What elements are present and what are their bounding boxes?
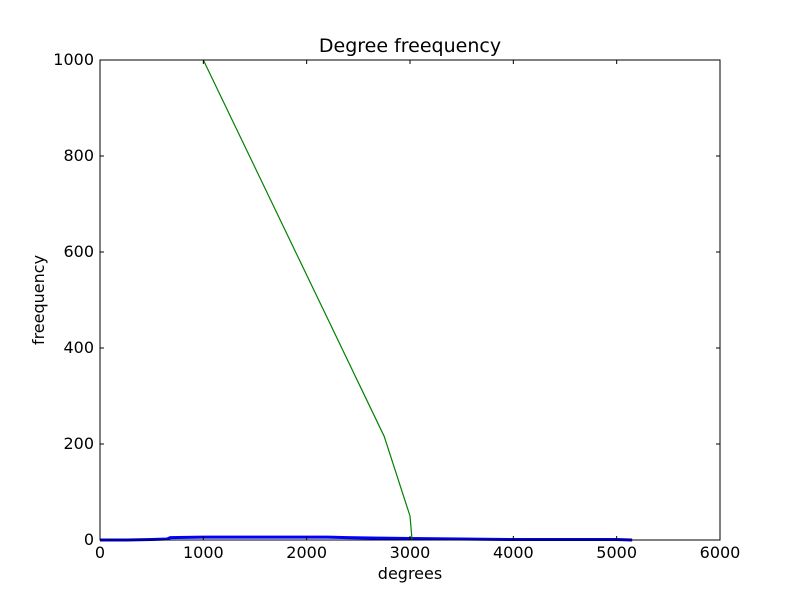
ticks-layer: 0 1000 2000 3000 4000 5000 6000 0 200 400 600 800 10…	[53, 50, 740, 562]
x-axis-label: degrees	[378, 564, 442, 583]
y-tick-label: 200	[63, 434, 94, 453]
x-tick-label: 4000	[493, 543, 534, 562]
series-line-1	[202, 59, 413, 541]
y-tick-label: 0	[84, 530, 94, 549]
x-tick-label: 2000	[286, 543, 327, 562]
chart-title: Degree freequency	[319, 35, 501, 57]
y-axis-label: freequency	[29, 255, 48, 345]
x-tick-label: 1000	[183, 543, 224, 562]
y-tick-label: 400	[63, 338, 94, 357]
y-tick-label: 600	[63, 242, 94, 261]
x-tick-label: 3000	[390, 543, 431, 562]
y-tick-label: 800	[63, 146, 94, 165]
plot-area	[100, 60, 720, 540]
y-tick-label: 1000	[53, 50, 94, 69]
x-tick-label: 5000	[596, 543, 637, 562]
x-tick-label: 6000	[700, 543, 741, 562]
x-tick-label: 0	[95, 543, 105, 562]
